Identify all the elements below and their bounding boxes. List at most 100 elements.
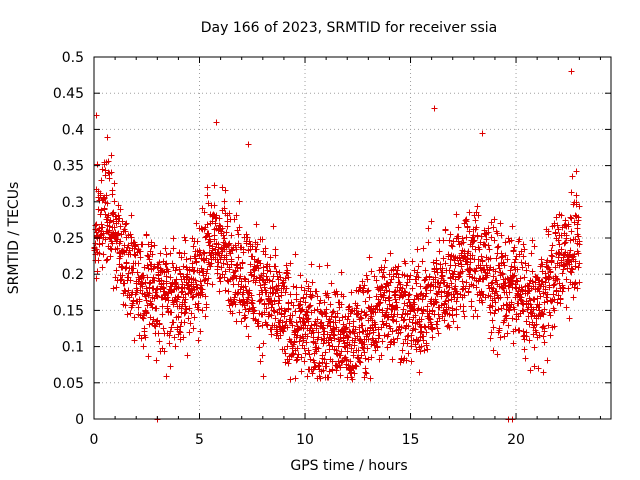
data-point: [285, 274, 292, 281]
data-point: [538, 256, 545, 263]
data-point: [422, 324, 429, 331]
data-point: [415, 305, 422, 312]
data-point: [237, 264, 244, 271]
data-point: [203, 255, 210, 262]
data-point: [248, 292, 255, 299]
data-point: [361, 349, 368, 356]
data-point: [434, 291, 441, 298]
data-point: [547, 269, 554, 276]
data-point: [293, 319, 300, 326]
data-point: [381, 332, 388, 339]
data-point: [172, 267, 179, 274]
data-point: [479, 257, 486, 264]
data-point: [508, 263, 515, 270]
data-point: [568, 228, 575, 235]
data-point: [238, 278, 245, 285]
data-point: [118, 263, 125, 270]
data-point: [203, 301, 210, 308]
data-point: [503, 312, 510, 319]
data-point: [145, 253, 152, 260]
data-point: [182, 296, 189, 303]
data-point: [358, 352, 365, 359]
data-point: [202, 276, 209, 283]
data-point: [233, 212, 240, 219]
y-tick-label: 0.15: [53, 303, 84, 319]
data-point: [422, 293, 429, 300]
data-point: [216, 222, 223, 229]
data-point: [116, 215, 123, 222]
data-point: [314, 293, 321, 300]
data-point: [417, 283, 424, 290]
data-point: [415, 274, 422, 281]
data-point: [289, 312, 296, 319]
y-tick-label: 0.2: [62, 267, 84, 283]
data-point: [275, 300, 282, 307]
data-point: [99, 166, 106, 173]
data-point: [402, 289, 409, 296]
data-point: [260, 340, 267, 347]
data-point: [474, 232, 481, 239]
data-point: [318, 336, 325, 343]
data-point: [111, 224, 118, 231]
data-point: [335, 343, 342, 350]
data-point: [198, 282, 205, 289]
data-point: [215, 241, 222, 248]
data-point: [541, 339, 548, 346]
data-point: [558, 212, 565, 219]
data-point: [455, 233, 462, 240]
data-point: [528, 250, 535, 257]
data-point: [576, 203, 583, 210]
data-point: [387, 250, 394, 257]
data-point: [241, 275, 248, 282]
data-point: [466, 228, 473, 235]
data-point: [272, 263, 279, 270]
data-point: [391, 339, 398, 346]
x-tick-label: 15: [402, 432, 420, 448]
data-point: [293, 291, 300, 298]
data-point: [423, 290, 430, 297]
data-point: [284, 324, 291, 331]
data-point: [479, 130, 486, 137]
data-point: [492, 307, 499, 314]
data-point: [400, 306, 407, 313]
data-point: [213, 119, 220, 126]
data-point: [544, 291, 551, 298]
data-point: [440, 237, 447, 244]
data-point: [354, 333, 361, 340]
data-point: [426, 315, 433, 322]
data-point: [540, 333, 547, 340]
data-point: [313, 322, 320, 329]
data-point: [321, 299, 328, 306]
data-point: [546, 284, 553, 291]
data-point: [536, 301, 543, 308]
data-point: [450, 318, 457, 325]
data-point: [474, 203, 481, 210]
data-point: [488, 329, 495, 336]
data-point: [229, 310, 236, 317]
data-point: [109, 240, 116, 247]
data-point: [201, 209, 208, 216]
data-point: [218, 264, 225, 271]
data-point: [415, 295, 422, 302]
data-point: [328, 280, 335, 287]
data-point: [216, 288, 223, 295]
data-point: [131, 314, 138, 321]
chart-title: Day 166 of 2023, SRMTID for receiver ssi…: [201, 20, 497, 36]
data-point: [161, 348, 168, 355]
data-point: [178, 285, 185, 292]
data-point: [445, 297, 452, 304]
data-point: [249, 243, 256, 250]
data-point: [135, 260, 142, 267]
data-point: [327, 318, 334, 325]
data-point: [192, 255, 199, 262]
data-point: [242, 314, 249, 321]
data-point: [356, 329, 363, 336]
data-point: [519, 264, 526, 271]
data-point: [137, 248, 144, 255]
data-point: [520, 253, 527, 260]
data-point: [516, 236, 523, 243]
data-point: [122, 221, 129, 228]
data-point: [473, 284, 480, 291]
data-point: [511, 244, 518, 251]
data-point: [329, 309, 336, 316]
